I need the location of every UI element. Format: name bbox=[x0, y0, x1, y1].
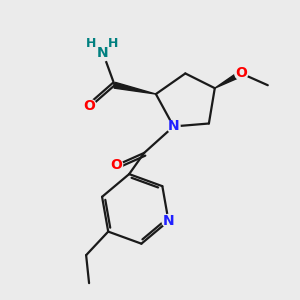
Text: O: O bbox=[110, 158, 122, 172]
Circle shape bbox=[94, 45, 111, 61]
Text: N: N bbox=[163, 214, 174, 228]
Circle shape bbox=[162, 214, 175, 227]
Text: N: N bbox=[168, 119, 179, 134]
Polygon shape bbox=[215, 71, 243, 88]
Text: N: N bbox=[97, 46, 109, 60]
Circle shape bbox=[167, 120, 180, 133]
Circle shape bbox=[110, 158, 123, 171]
Text: O: O bbox=[235, 66, 247, 80]
Circle shape bbox=[235, 67, 248, 80]
Text: H: H bbox=[108, 38, 119, 50]
Text: H: H bbox=[86, 38, 96, 50]
Text: O: O bbox=[84, 99, 96, 113]
Polygon shape bbox=[114, 82, 156, 94]
Circle shape bbox=[83, 99, 96, 112]
